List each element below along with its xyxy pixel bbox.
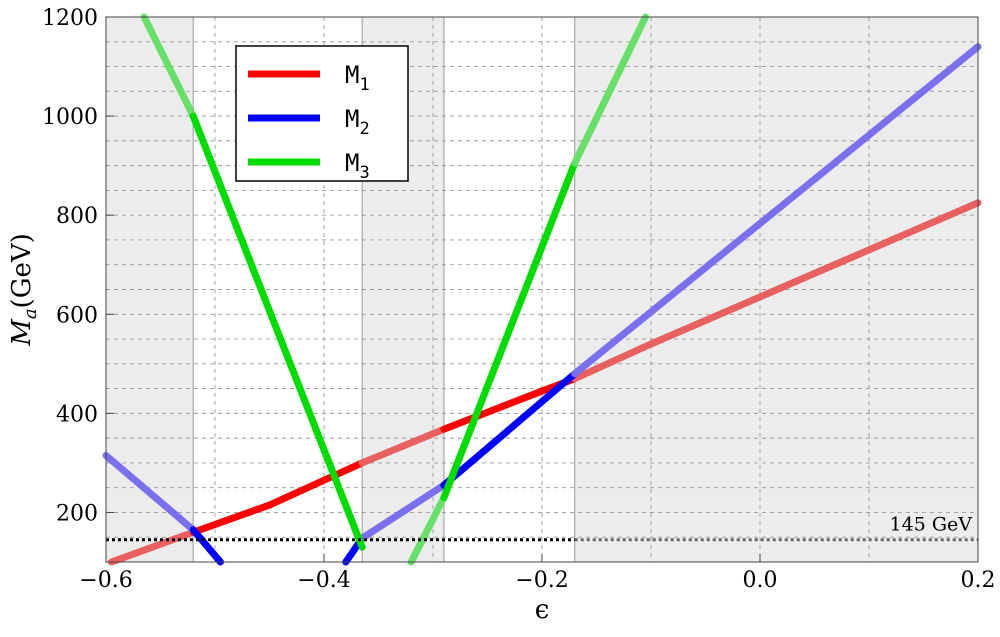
series-line-m1 xyxy=(440,387,546,433)
series-line-m1 xyxy=(358,425,448,467)
series-line-m2 xyxy=(189,526,224,566)
y-axis-label-unit: (GeV) xyxy=(7,233,37,308)
series-line-m1 xyxy=(571,340,655,383)
series-line-m2 xyxy=(102,451,197,534)
series-line-m1 xyxy=(647,293,764,348)
series-line-m2 xyxy=(358,481,448,542)
legend-label-m1: M1 xyxy=(345,61,370,95)
series-lines xyxy=(102,13,982,566)
series-line-m2 xyxy=(440,370,579,489)
series-line-m1 xyxy=(865,199,982,254)
series-line-m1 xyxy=(756,246,873,301)
y-tick-label: 1200 xyxy=(42,6,98,31)
series-line-m3 xyxy=(440,159,579,502)
series-line-m3 xyxy=(189,112,366,551)
legend-label-sub: 1 xyxy=(359,75,369,95)
legend-label-m3: M3 xyxy=(345,149,370,183)
x-tick-label: 0.2 xyxy=(961,568,996,593)
x-axis-label: ϵ xyxy=(535,595,550,625)
series-line-m2 xyxy=(571,43,982,378)
svg-text:Ma(GeV): Ma(GeV) xyxy=(7,233,41,347)
legend-label-main: M xyxy=(345,105,359,133)
x-tick-label: −0.2 xyxy=(515,568,568,593)
series-line-m3 xyxy=(407,494,448,566)
series-line-m3 xyxy=(140,13,197,120)
ticks: −0.6 −0.4 −0.2 0.0 0.2 200 400 600 800 1000 1200 xyxy=(42,6,996,593)
x-tick-label: −0.6 xyxy=(79,568,132,593)
legend-label-main: M xyxy=(345,149,359,177)
y-axis-label-main: M xyxy=(7,318,37,347)
y-tick-label: 600 xyxy=(56,303,98,328)
series-line-m1 xyxy=(320,459,366,484)
legend-label-main: M xyxy=(345,61,359,89)
reference-line-label: 145 GeV xyxy=(890,514,973,536)
series-line-m1 xyxy=(107,528,197,566)
series-line-m3 xyxy=(571,13,650,167)
legend-label-sub: 2 xyxy=(359,119,369,139)
legend-label-sub: 3 xyxy=(359,163,369,183)
legend-label-m2: M2 xyxy=(345,105,370,139)
y-tick-label: 1000 xyxy=(42,105,98,130)
x-tick-label: 0.0 xyxy=(743,568,778,593)
series-line-m1 xyxy=(189,501,273,536)
y-axis-label: Ma(GeV) xyxy=(7,233,41,347)
y-axis-label-sub: a xyxy=(20,308,41,319)
y-tick-label: 800 xyxy=(56,204,98,229)
y-tick-label: 400 xyxy=(56,402,98,427)
series-line-m1 xyxy=(266,476,328,509)
x-tick-label: −0.4 xyxy=(297,568,350,593)
y-tick-label: 200 xyxy=(56,501,98,526)
